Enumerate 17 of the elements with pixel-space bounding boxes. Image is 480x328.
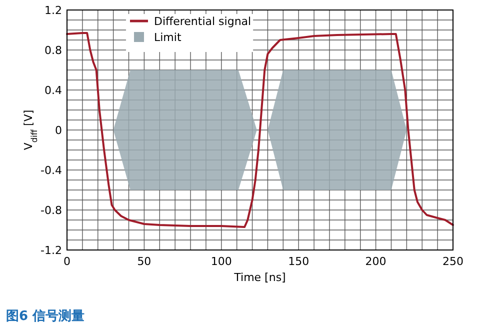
x-tick-label: 250	[442, 255, 464, 268]
y-tick-label: -0.4	[40, 164, 62, 177]
y-tick-label: 0.4	[44, 84, 62, 97]
legend-label: Differential signal	[154, 15, 252, 28]
y-tick-label: -0.8	[40, 204, 62, 217]
x-tick-label: 50	[137, 255, 152, 268]
legend-label: Limit	[154, 31, 182, 44]
x-tick-label: 100	[210, 255, 232, 268]
y-tick-label: 1.2	[44, 4, 62, 17]
y-tick-label: -1.2	[40, 244, 62, 257]
y-tick-label: 0	[55, 124, 62, 137]
y-tick-label: 0.8	[44, 44, 62, 57]
x-tick-label: 200	[365, 255, 386, 268]
caption: 图6 信号测量	[6, 309, 85, 324]
x-tick-label: 0	[64, 255, 70, 268]
x-tick-label: 150	[288, 255, 310, 268]
x-axis-title: Time [ns]	[233, 271, 286, 284]
